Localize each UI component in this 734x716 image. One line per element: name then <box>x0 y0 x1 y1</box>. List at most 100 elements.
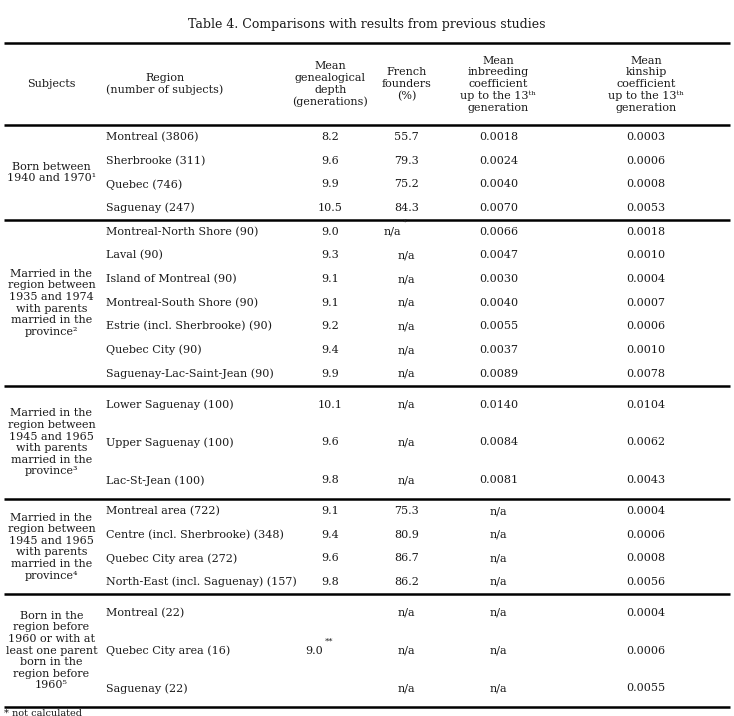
Text: 0.0006: 0.0006 <box>626 321 666 332</box>
Text: North-East (incl. Saguenay) (157): North-East (incl. Saguenay) (157) <box>106 576 297 587</box>
Text: Lower Saguenay (100): Lower Saguenay (100) <box>106 400 234 410</box>
Text: French
founders
(%): French founders (%) <box>382 67 432 101</box>
Text: 0.0040: 0.0040 <box>479 298 518 308</box>
Text: Quebec City (90): Quebec City (90) <box>106 345 202 355</box>
Text: Island of Montreal (90): Island of Montreal (90) <box>106 274 237 284</box>
Text: 9.0: 9.0 <box>321 227 339 237</box>
Text: Born in the
region before
1960 or with at
least one parent
born in the
region be: Born in the region before 1960 or with a… <box>6 611 97 690</box>
Text: 8.2: 8.2 <box>321 132 339 142</box>
Text: 9.1: 9.1 <box>321 274 339 284</box>
Text: Subjects: Subjects <box>27 79 76 89</box>
Text: Saguenay (22): Saguenay (22) <box>106 683 188 694</box>
Text: 9.2: 9.2 <box>321 321 339 332</box>
Text: 9.4: 9.4 <box>321 530 339 540</box>
Text: n/a: n/a <box>490 608 507 618</box>
Text: Quebec City area (272): Quebec City area (272) <box>106 553 238 563</box>
Text: 86.7: 86.7 <box>394 553 419 563</box>
Text: 0.0006: 0.0006 <box>626 156 666 166</box>
Text: 9.0: 9.0 <box>305 646 323 656</box>
Text: n/a: n/a <box>398 369 415 379</box>
Text: Quebec City area (16): Quebec City area (16) <box>106 645 230 656</box>
Text: 9.9: 9.9 <box>321 180 339 190</box>
Text: 0.0004: 0.0004 <box>626 608 666 618</box>
Text: * not calculated: * not calculated <box>4 709 81 716</box>
Text: Montreal-South Shore (90): Montreal-South Shore (90) <box>106 298 258 308</box>
Text: n/a: n/a <box>490 577 507 587</box>
Text: n/a: n/a <box>398 646 415 656</box>
Text: Montreal (3806): Montreal (3806) <box>106 132 199 142</box>
Text: n/a: n/a <box>490 506 507 516</box>
Text: Quebec (746): Quebec (746) <box>106 179 183 190</box>
Text: 0.0089: 0.0089 <box>479 369 518 379</box>
Text: Sherbrooke (311): Sherbrooke (311) <box>106 155 206 166</box>
Text: 0.0003: 0.0003 <box>626 132 666 142</box>
Text: 0.0008: 0.0008 <box>626 553 666 563</box>
Text: 84.3: 84.3 <box>394 203 419 213</box>
Text: 9.9: 9.9 <box>321 369 339 379</box>
Text: Montreal-North Shore (90): Montreal-North Shore (90) <box>106 227 259 237</box>
Text: Born between
1940 and 1970¹: Born between 1940 and 1970¹ <box>7 162 96 183</box>
Text: 75.2: 75.2 <box>394 180 419 190</box>
Text: 0.0066: 0.0066 <box>479 227 518 237</box>
Text: 0.0006: 0.0006 <box>626 530 666 540</box>
Text: 0.0018: 0.0018 <box>479 132 518 142</box>
Text: Table 4. Comparisons with results from previous studies: Table 4. Comparisons with results from p… <box>188 18 546 31</box>
Text: 0.0078: 0.0078 <box>626 369 666 379</box>
Text: 0.0055: 0.0055 <box>626 684 666 694</box>
Text: 0.0024: 0.0024 <box>479 156 518 166</box>
Text: Lac-St-Jean (100): Lac-St-Jean (100) <box>106 475 205 485</box>
Text: 0.0056: 0.0056 <box>626 577 666 587</box>
Text: 75.3: 75.3 <box>394 506 419 516</box>
Text: Upper Saguenay (100): Upper Saguenay (100) <box>106 437 234 448</box>
Text: Saguenay (247): Saguenay (247) <box>106 203 195 213</box>
Text: *: * <box>403 219 407 227</box>
Text: 0.0047: 0.0047 <box>479 251 518 261</box>
Text: 0.0037: 0.0037 <box>479 345 518 355</box>
Text: Region
(number of subjects): Region (number of subjects) <box>106 73 224 95</box>
Text: Laval (90): Laval (90) <box>106 251 163 261</box>
Text: 55.7: 55.7 <box>394 132 419 142</box>
Text: 0.0004: 0.0004 <box>626 506 666 516</box>
Text: 0.0010: 0.0010 <box>626 345 666 355</box>
Text: Centre (incl. Sherbrooke) (348): Centre (incl. Sherbrooke) (348) <box>106 530 284 540</box>
Text: 0.0055: 0.0055 <box>479 321 518 332</box>
Text: 0.0007: 0.0007 <box>626 298 666 308</box>
Text: Mean
genealogical
depth
(generations): Mean genealogical depth (generations) <box>292 62 368 107</box>
Text: Mean
inbreeding
coefficient
up to the 13ᵗʰ
generation: Mean inbreeding coefficient up to the 13… <box>460 56 537 112</box>
Text: n/a: n/a <box>490 646 507 656</box>
Text: Montreal area (722): Montreal area (722) <box>106 505 220 516</box>
Text: 9.4: 9.4 <box>321 345 339 355</box>
Text: n/a: n/a <box>383 227 401 237</box>
Text: 0.0070: 0.0070 <box>479 203 518 213</box>
Text: 0.0040: 0.0040 <box>479 180 518 190</box>
Text: n/a: n/a <box>398 345 415 355</box>
Text: 9.6: 9.6 <box>321 437 339 448</box>
Text: 0.0053: 0.0053 <box>626 203 666 213</box>
Text: n/a: n/a <box>490 553 507 563</box>
Text: n/a: n/a <box>398 298 415 308</box>
Text: 0.0008: 0.0008 <box>626 180 666 190</box>
Text: 0.0010: 0.0010 <box>626 251 666 261</box>
Text: n/a: n/a <box>398 684 415 694</box>
Text: 0.0006: 0.0006 <box>626 646 666 656</box>
Text: Married in the
region between
1945 and 1965
with parents
married in the
province: Married in the region between 1945 and 1… <box>7 408 95 476</box>
Text: 9.8: 9.8 <box>321 475 339 485</box>
Text: 0.0062: 0.0062 <box>626 437 666 448</box>
Text: 9.6: 9.6 <box>321 553 339 563</box>
Text: n/a: n/a <box>490 530 507 540</box>
Text: 9.1: 9.1 <box>321 506 339 516</box>
Text: n/a: n/a <box>398 274 415 284</box>
Text: n/a: n/a <box>398 608 415 618</box>
Text: 0.0030: 0.0030 <box>479 274 518 284</box>
Text: Married in the
region between
1945 and 1965
with parents
married in the
province: Married in the region between 1945 and 1… <box>7 513 95 581</box>
Text: Saguenay-Lac-Saint-Jean (90): Saguenay-Lac-Saint-Jean (90) <box>106 369 275 379</box>
Text: 80.9: 80.9 <box>394 530 419 540</box>
Text: 10.5: 10.5 <box>318 203 343 213</box>
Text: n/a: n/a <box>398 437 415 448</box>
Text: 86.2: 86.2 <box>394 577 419 587</box>
Text: 0.0081: 0.0081 <box>479 475 518 485</box>
Text: Married in the
region between
1935 and 1974
with parents
married in the
province: Married in the region between 1935 and 1… <box>7 268 95 337</box>
Text: 9.6: 9.6 <box>321 156 339 166</box>
Text: n/a: n/a <box>398 321 415 332</box>
Text: 9.1: 9.1 <box>321 298 339 308</box>
